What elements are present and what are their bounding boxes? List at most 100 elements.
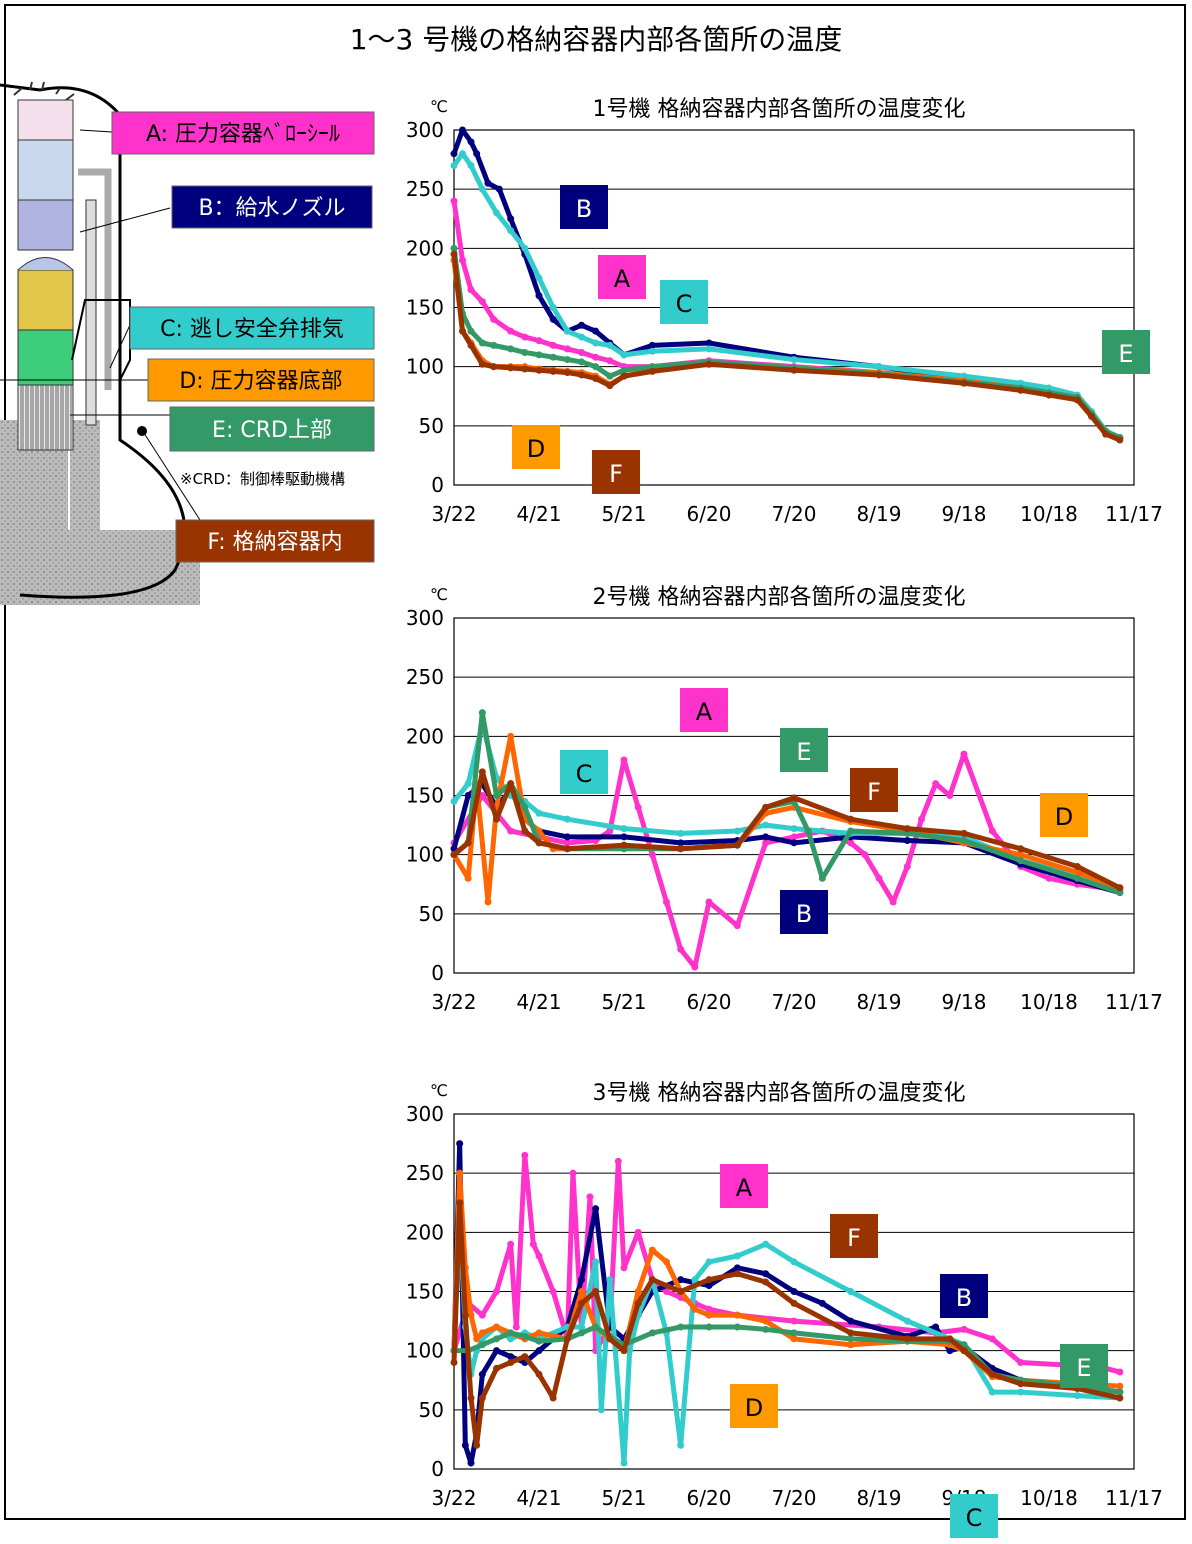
label-a: A: 圧力容器ﾍﾞﾛｰｼｰﾙ	[146, 122, 340, 147]
data-point-a	[861, 851, 869, 859]
data-point-f	[903, 825, 911, 833]
data-point-d	[464, 874, 472, 882]
data-point-c	[563, 815, 571, 823]
data-point-a	[450, 197, 458, 205]
data-point-a	[467, 286, 475, 294]
data-point-b	[563, 833, 571, 841]
data-point-c	[648, 347, 656, 355]
rpv-core-yellow	[17, 269, 74, 331]
data-point-f	[1116, 436, 1124, 444]
y-tick-label: 200	[406, 724, 444, 748]
data-point-c	[1073, 1392, 1081, 1400]
plot-area	[453, 129, 1135, 486]
data-point-e	[493, 1335, 500, 1343]
x-tick-label: 11/17	[1105, 1486, 1163, 1510]
data-point-c	[450, 162, 458, 169]
data-point-d	[1073, 868, 1081, 876]
data-point-c	[620, 825, 628, 833]
data-point-f	[578, 371, 585, 379]
data-point-c	[620, 1459, 628, 1467]
annotation-e: E	[1060, 1344, 1108, 1388]
data-point-e	[1073, 874, 1081, 882]
chart-title: 3号機 格納容器内部各箇所の温度変化	[593, 1081, 966, 1106]
series-line-c	[451, 151, 1121, 440]
data-point-b	[578, 1276, 585, 1284]
data-point-f	[606, 1335, 614, 1343]
x-tick-label: 9/18	[942, 502, 987, 526]
data-point-f	[535, 839, 543, 847]
annotation-a: A	[680, 688, 728, 732]
data-point-e	[490, 341, 498, 349]
data-point-a	[903, 863, 911, 870]
y-tick-label: 50	[419, 1398, 444, 1422]
data-point-d	[733, 1311, 741, 1319]
reactor-diagram: A: 圧力容器ﾍﾞﾛｰｼｰﾙ B：給水ノズル C: 逃し安全弁排気 D: 圧力容…	[0, 81, 375, 605]
data-point-b	[578, 321, 585, 329]
rpv-blue	[17, 199, 74, 251]
leader-c	[71, 299, 131, 381]
rpv-rods	[17, 384, 74, 451]
data-point-f	[733, 841, 741, 849]
support-column	[85, 199, 97, 426]
svg-text:E: E	[796, 738, 811, 766]
data-point-f	[620, 1347, 628, 1355]
data-point-a	[932, 780, 940, 788]
data-point-a	[634, 803, 642, 811]
data-point-f	[507, 780, 515, 788]
data-point-a	[790, 833, 798, 841]
annotation-d: D	[1040, 793, 1088, 837]
data-point-f	[478, 360, 486, 368]
data-point-d	[790, 1335, 798, 1343]
data-point-b	[620, 833, 628, 841]
data-point-a	[606, 827, 614, 835]
y-tick-label: 250	[406, 665, 444, 689]
data-point-f	[456, 1199, 464, 1207]
x-tick-label: 7/20	[772, 990, 817, 1014]
data-point-e	[804, 827, 812, 835]
x-tick-label: 3/22	[432, 990, 477, 1014]
rpv-head	[17, 99, 74, 141]
data-point-f	[521, 827, 529, 835]
rpv-core-green	[17, 329, 74, 386]
data-point-f	[563, 1335, 571, 1343]
data-point-c	[691, 1276, 699, 1284]
annotation-c: C	[560, 750, 608, 794]
data-point-e	[478, 339, 486, 347]
data-point-e	[478, 1341, 486, 1349]
data-point-a	[507, 327, 515, 335]
data-point-b	[818, 1299, 826, 1307]
chart-unit2: 2号機 格納容器内部各箇所の温度変化 ℃ 0 50 100 150 200 250 300 3/2…	[406, 585, 1163, 1014]
data-point-f	[563, 845, 571, 853]
svg-text:A: A	[736, 1174, 753, 1202]
data-point-e	[818, 874, 826, 882]
annotation-b: B	[560, 185, 608, 229]
data-point-f	[1116, 1394, 1124, 1402]
annotation-b: B	[940, 1274, 988, 1318]
x-tick-label: 5/21	[602, 502, 647, 526]
x-tick-label: 7/20	[772, 1486, 817, 1510]
data-point-c	[592, 1258, 600, 1266]
data-point-e	[578, 358, 585, 366]
data-point-a	[563, 345, 571, 353]
data-point-a	[705, 1305, 713, 1313]
data-point-f	[1017, 1380, 1025, 1388]
annotation-a: A	[598, 255, 646, 299]
data-point-c	[478, 185, 486, 193]
data-point-c	[459, 150, 466, 158]
leader-c2	[109, 324, 131, 369]
svg-text:F: F	[867, 778, 881, 806]
data-point-a	[490, 315, 498, 323]
series-line-b	[451, 1141, 1121, 1466]
svg-text:C: C	[966, 1504, 983, 1532]
data-point-d	[478, 1329, 486, 1337]
y-tick-label: 150	[406, 784, 444, 808]
data-point-f	[960, 379, 968, 387]
data-point-b	[677, 1276, 685, 1284]
data-point-b	[467, 1459, 475, 1467]
data-point-c	[578, 333, 585, 341]
crd-note: ※CRD：制御棒駆動機構	[180, 470, 345, 488]
annotation-e: E	[1102, 330, 1150, 374]
data-point-f	[903, 1335, 911, 1343]
annotation-f: F	[592, 450, 640, 494]
data-point-f	[705, 1276, 713, 1284]
